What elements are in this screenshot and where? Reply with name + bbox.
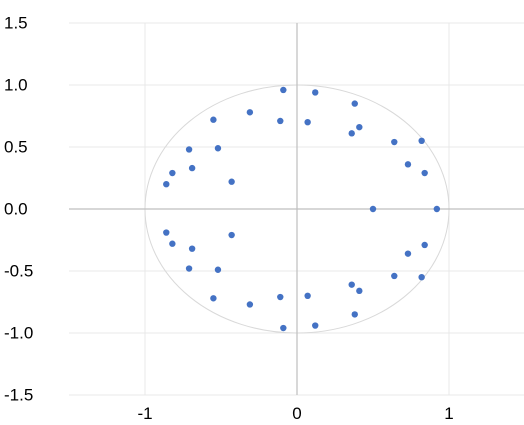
y-tick-label: 0.0 <box>4 200 28 219</box>
data-point <box>210 295 217 302</box>
data-point <box>246 301 254 308</box>
data-point <box>421 169 428 177</box>
data-point <box>421 241 428 249</box>
x-tick-labels: -1 0 1 <box>137 404 453 423</box>
data-point <box>433 205 441 213</box>
data-point <box>348 281 355 288</box>
axis-lines <box>69 23 524 395</box>
data-point <box>304 119 311 126</box>
y-tick-label: -0.5 <box>4 262 33 281</box>
data-point <box>163 229 170 236</box>
data-point <box>356 287 363 295</box>
data-point <box>391 138 398 146</box>
data-point <box>246 109 254 116</box>
data-point <box>228 231 235 239</box>
data-point <box>312 322 319 329</box>
data-point <box>188 245 196 252</box>
data-point <box>163 181 170 188</box>
data-point <box>348 130 355 137</box>
data-point <box>214 145 222 152</box>
data-point <box>185 265 193 272</box>
data-point <box>280 324 287 332</box>
data-point <box>304 292 311 299</box>
data-point <box>277 117 284 125</box>
data-point <box>418 274 425 281</box>
data-point <box>228 178 235 185</box>
y-tick-label: 0.5 <box>4 138 28 157</box>
y-tick-label: -1.0 <box>4 324 33 343</box>
data-point <box>169 169 176 177</box>
data-point <box>277 293 284 301</box>
y-tick-label: 1.5 <box>4 14 28 33</box>
data-point <box>404 161 412 168</box>
x-tick-label: -1 <box>137 404 152 423</box>
data-point <box>404 250 412 257</box>
y-tick-labels: 1.5 1.0 0.5 0.0 -0.5 -1.0 -1.5 <box>4 14 33 405</box>
data-point <box>391 272 398 280</box>
data-point <box>369 205 377 213</box>
data-point <box>418 137 425 144</box>
data-point <box>280 86 287 94</box>
data-point <box>214 266 222 273</box>
data-point <box>351 311 358 318</box>
x-tick-label: 1 <box>444 404 453 423</box>
y-tick-label: 1.0 <box>4 76 28 95</box>
data-point <box>185 146 193 153</box>
y-tick-label: -1.5 <box>4 386 33 405</box>
data-point <box>312 89 319 96</box>
data-point <box>188 164 196 172</box>
data-point <box>356 123 363 131</box>
data-point <box>210 116 217 123</box>
data-point <box>351 100 358 107</box>
data-points <box>163 86 441 332</box>
data-point <box>169 240 176 247</box>
x-tick-label: 0 <box>292 404 301 423</box>
